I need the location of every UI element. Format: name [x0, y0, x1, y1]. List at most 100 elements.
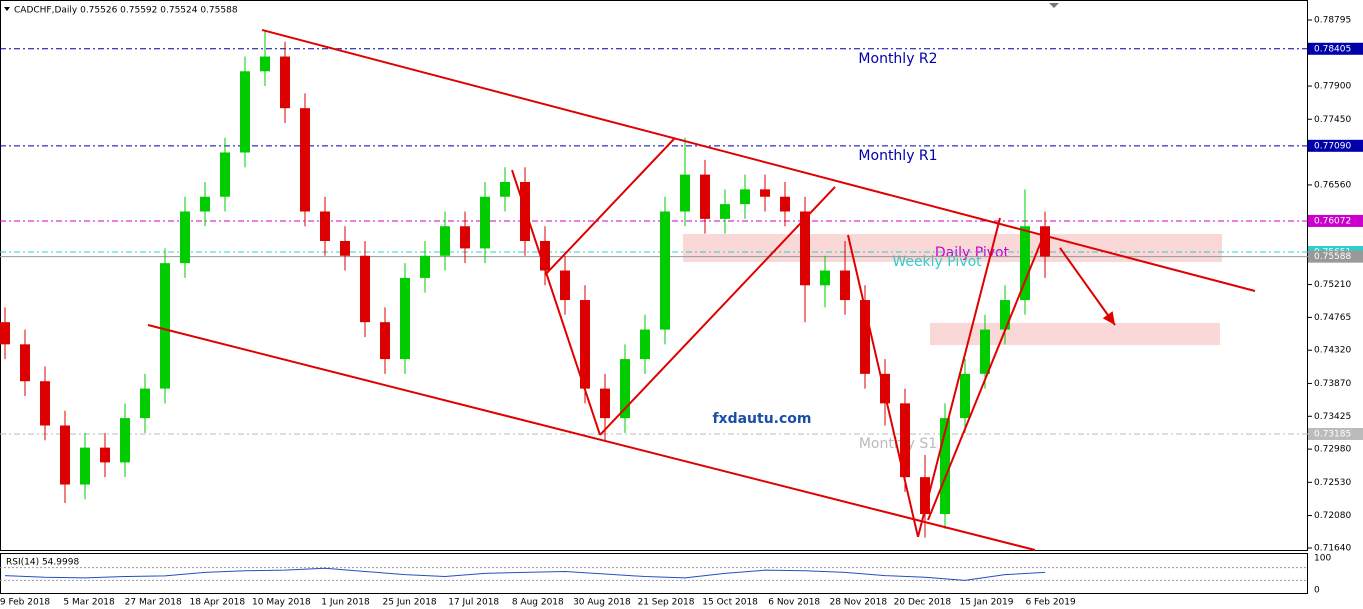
rsi-tick-label: 0 [1314, 586, 1320, 596]
y-tick-label: 0.72080 [1314, 511, 1351, 521]
candle-body [340, 241, 350, 256]
candle-body [300, 108, 310, 212]
level-name: Weekly Pivot [892, 254, 982, 270]
candle-body [680, 174, 690, 212]
x-tick-label: 6 Nov 2018 [768, 598, 820, 608]
candle-body [400, 277, 410, 360]
candle-body [460, 226, 470, 249]
candle-body [920, 477, 930, 515]
candle-body [440, 226, 450, 256]
level-name: Monthly R1 [858, 148, 937, 164]
candle-body [320, 211, 330, 242]
y-tick-label: 0.75210 [1314, 280, 1351, 290]
candle-body [80, 447, 90, 485]
x-tick-label: 6 Feb 2019 [1025, 598, 1076, 608]
level-value: 0.73185 [1314, 429, 1351, 439]
candle-body [860, 300, 870, 374]
candle-body [600, 388, 610, 419]
candle-body [1040, 226, 1050, 257]
candle-body [100, 447, 110, 463]
candle-body [420, 255, 430, 278]
candle-body [480, 196, 490, 249]
candle-body [980, 329, 990, 374]
candle-body [540, 241, 550, 271]
candle-body [760, 189, 770, 197]
x-tick-label: 18 Apr 2018 [189, 598, 245, 608]
candle-body [1000, 300, 1010, 330]
trend-line [599, 186, 836, 436]
x-tick-label: 17 Jul 2018 [448, 598, 499, 608]
candle-body [960, 373, 970, 419]
y-tick-label: 0.71640 [1314, 544, 1351, 554]
candle-body [940, 418, 950, 515]
candle-body [700, 174, 710, 219]
candle-body [740, 189, 750, 205]
candle-body [220, 152, 230, 197]
candle-body [160, 263, 170, 389]
candle-body [880, 373, 890, 404]
x-tick-label: 8 Aug 2018 [512, 598, 564, 608]
x-tick-label: 21 Sep 2018 [637, 598, 694, 608]
candle-body [140, 388, 150, 419]
level-box [1308, 139, 1363, 152]
level-box [1308, 42, 1363, 55]
y-tick-label: 0.73870 [1314, 379, 1351, 389]
x-tick-label: 15 Oct 2018 [702, 598, 758, 608]
y-tick-label: 0.77900 [1314, 82, 1351, 92]
candle-body [360, 255, 370, 323]
x-tick-label: 5 Mar 2018 [63, 598, 115, 608]
candle-body [620, 359, 630, 419]
level-box [1308, 250, 1363, 263]
x-tick-label: 25 Jun 2018 [383, 598, 437, 608]
zone [930, 322, 1220, 345]
candle-body [60, 425, 70, 485]
trend-line [917, 217, 1001, 538]
candle-body [580, 300, 590, 389]
candle-body [1020, 226, 1030, 301]
candle-body [840, 270, 850, 301]
scroll-marker [1049, 3, 1059, 8]
candle-body [40, 381, 50, 426]
rsi-tick-label: 100 [1314, 554, 1331, 564]
candle-body [900, 403, 910, 478]
y-tick-label: 0.76560 [1314, 180, 1351, 190]
rsi-line [4, 567, 1046, 581]
x-tick-label: 1 Jun 2018 [321, 598, 370, 608]
level-value: 0.75588 [1314, 252, 1351, 262]
candle-body [180, 211, 190, 264]
level-name: Monthly S1 [859, 436, 937, 452]
candle-body [640, 329, 650, 360]
rsi-title: RSI(14) 54.9998 [6, 558, 79, 568]
rsi-frame [0, 553, 1308, 594]
candle-body [660, 211, 670, 330]
zone [683, 234, 1222, 262]
candle-body [560, 270, 570, 301]
x-tick-label: 27 Mar 2018 [125, 598, 182, 608]
level-value: 0.77090 [1314, 141, 1351, 151]
trend-line [847, 234, 919, 538]
trend-line [261, 28, 1256, 292]
candle-body [820, 270, 830, 286]
menu-marker [4, 7, 10, 11]
y-tick-label: 0.77450 [1314, 115, 1351, 125]
x-tick-label: 9 Feb 2018 [0, 598, 50, 608]
x-tick-label: 15 Jan 2019 [960, 598, 1014, 608]
trend-line [544, 137, 676, 276]
level-name: Monthly R2 [858, 51, 937, 67]
level-box [1308, 214, 1363, 227]
trend-line [147, 324, 1036, 551]
x-tick-label: 28 Nov 2018 [829, 598, 887, 608]
arrow-line [1059, 247, 1116, 326]
watermark: fxdautu.com [712, 411, 811, 427]
trend-line [927, 231, 1046, 521]
y-tick-label: 0.73425 [1314, 412, 1351, 422]
candle-body [800, 211, 810, 286]
candle-body [120, 418, 130, 463]
level-value: 0.76072 [1314, 216, 1351, 226]
x-tick-label: 30 Aug 2018 [573, 598, 631, 608]
y-tick-label: 0.72530 [1314, 478, 1351, 488]
x-tick-label: 10 May 2018 [252, 598, 311, 608]
candle-body [780, 196, 790, 212]
candle-body [500, 181, 510, 197]
